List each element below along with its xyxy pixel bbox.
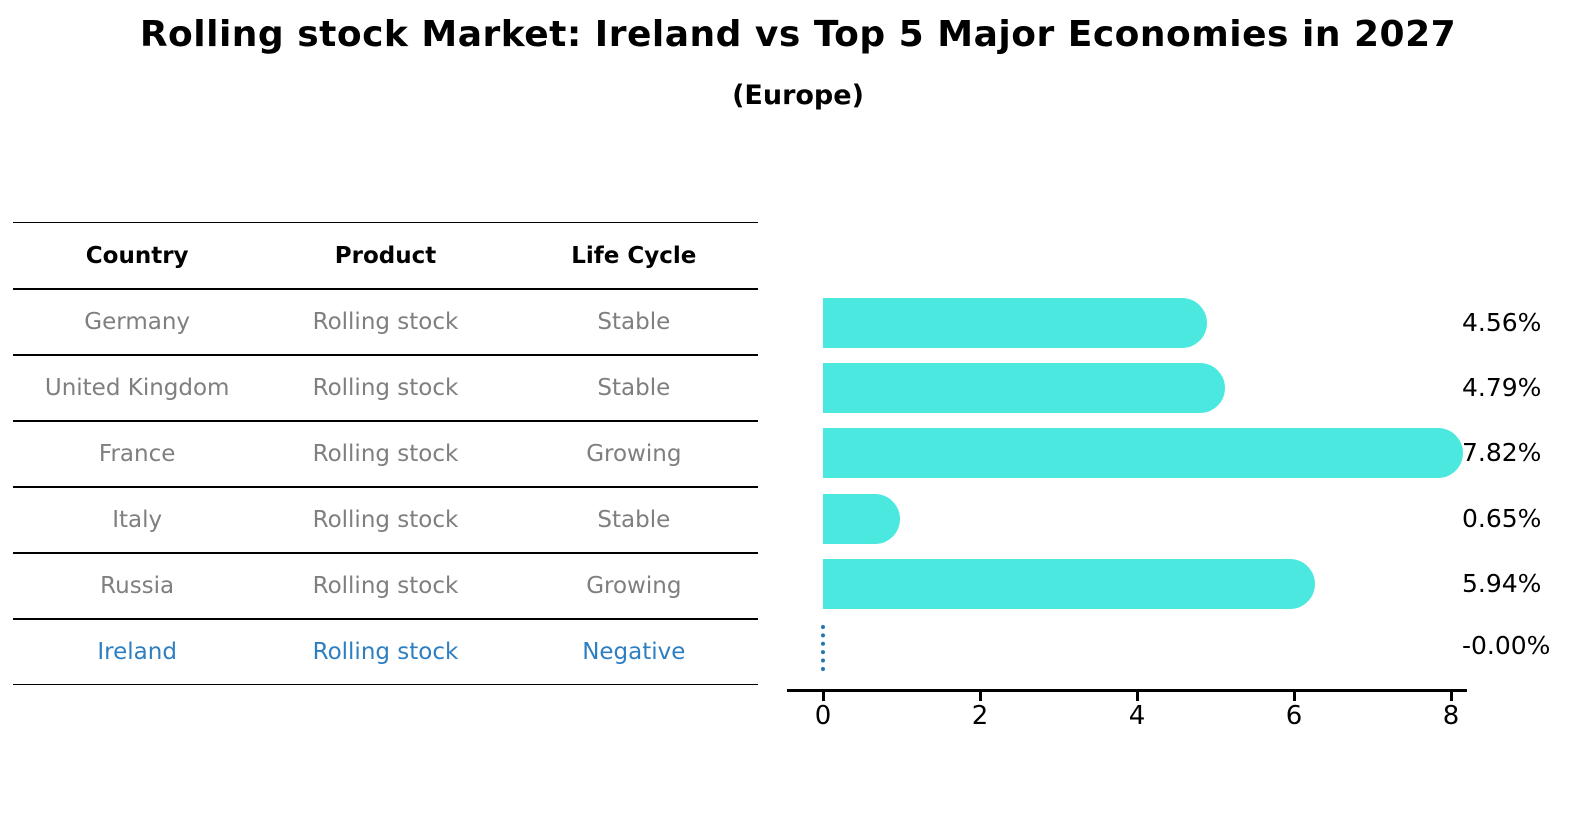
bar-france bbox=[823, 428, 1463, 478]
page-title: Rolling stock Market: Ireland vs Top 5 M… bbox=[139, 14, 1457, 55]
cell-product: Rolling stock bbox=[261, 487, 510, 554]
cell-life-cycle: Stable bbox=[509, 355, 758, 422]
bar-value-label: -0.00% bbox=[1462, 631, 1551, 660]
bar-ireland-zero-marker bbox=[821, 625, 825, 671]
bar-russia bbox=[823, 559, 1316, 609]
cell-life-cycle: Stable bbox=[509, 487, 758, 554]
table-row: Germany Rolling stock Stable bbox=[13, 289, 758, 356]
table-header: Country Product Life Cycle bbox=[13, 222, 758, 290]
x-axis-tick bbox=[1136, 692, 1139, 701]
x-axis-tick-label: 6 bbox=[1285, 701, 1303, 731]
x-axis-tick-label: 0 bbox=[814, 701, 832, 731]
cell-country: Germany bbox=[13, 289, 262, 356]
cell-country: Italy bbox=[13, 487, 262, 554]
cell-product: Rolling stock bbox=[261, 553, 510, 620]
bar-united-kingdom bbox=[823, 363, 1225, 413]
table-row: Italy Rolling stock Stable bbox=[13, 487, 758, 554]
cell-life-cycle: Negative bbox=[509, 619, 758, 685]
x-axis-tick bbox=[822, 692, 825, 701]
cell-country: Ireland bbox=[13, 619, 262, 685]
bar-value-label: 4.56% bbox=[1462, 308, 1542, 337]
x-axis-tick bbox=[979, 692, 982, 701]
table-row: United Kingdom Rolling stock Stable bbox=[13, 355, 758, 422]
cell-product: Rolling stock bbox=[261, 355, 510, 422]
bar-germany bbox=[823, 298, 1207, 348]
x-axis-tick-label: 4 bbox=[1128, 701, 1146, 731]
column-header-life-cycle: Life Cycle bbox=[509, 222, 758, 290]
table-row-ireland: Ireland Rolling stock Negative bbox=[13, 619, 758, 685]
cell-country: Russia bbox=[13, 553, 262, 620]
cell-country: United Kingdom bbox=[13, 355, 262, 422]
table-row: Russia Rolling stock Growing bbox=[13, 553, 758, 620]
cell-product: Rolling stock bbox=[261, 421, 510, 488]
column-header-product: Product bbox=[261, 222, 510, 290]
bar-value-label: 7.82% bbox=[1462, 438, 1542, 467]
bar-value-label: 0.65% bbox=[1462, 504, 1542, 533]
x-axis-tick-label: 2 bbox=[971, 701, 989, 731]
page-subtitle: (Europe) bbox=[732, 80, 864, 111]
cell-life-cycle: Growing bbox=[509, 421, 758, 488]
bar-value-label: 5.94% bbox=[1462, 569, 1542, 598]
bar-italy bbox=[823, 494, 901, 544]
x-axis-tick bbox=[1450, 692, 1453, 701]
table-header-row: Country Product Life Cycle bbox=[13, 222, 758, 290]
x-axis-tick bbox=[1293, 692, 1296, 701]
table-body: Germany Rolling stock Stable United King… bbox=[13, 289, 758, 685]
cell-product: Rolling stock bbox=[261, 619, 510, 685]
x-axis-line bbox=[787, 689, 1467, 692]
cell-product: Rolling stock bbox=[261, 289, 510, 356]
table-row: France Rolling stock Growing bbox=[13, 421, 758, 488]
bar-value-label: 4.79% bbox=[1462, 373, 1542, 402]
comparison-table: Country Product Life Cycle Germany Rolli… bbox=[13, 222, 758, 685]
column-header-country: Country bbox=[13, 222, 262, 290]
cell-country: France bbox=[13, 421, 262, 488]
cell-life-cycle: Growing bbox=[509, 553, 758, 620]
cell-life-cycle: Stable bbox=[509, 289, 758, 356]
x-axis-tick-label: 8 bbox=[1442, 701, 1460, 731]
